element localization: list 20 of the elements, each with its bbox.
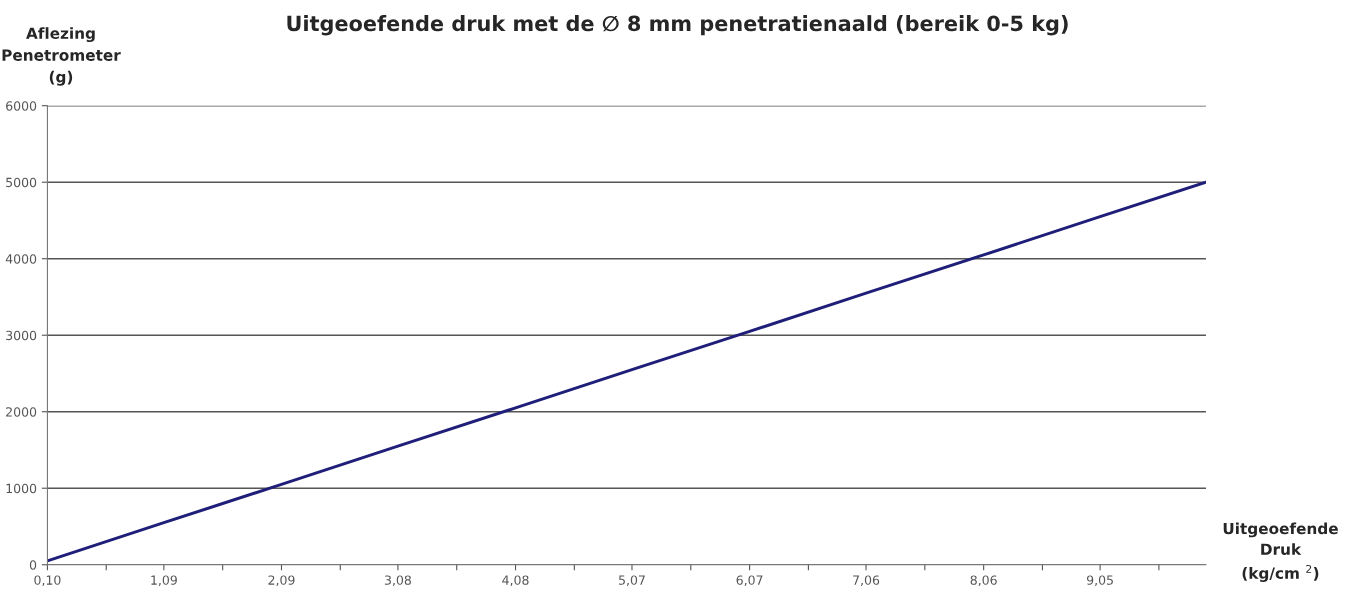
x-tick-label: 6,07 [736,575,763,587]
y-tick-label: 1000 [6,483,37,494]
y-tick-label: 0 [29,560,37,570]
y-axis-title: Aflezing Penetrometer (g) [2,27,121,86]
y-tick-label: 3000 [6,330,37,341]
x-tick-label: 3,08 [384,575,411,587]
y-tick-label: 2000 [6,407,37,417]
x-tick-label: 7,06 [853,575,880,587]
x-tick-label: 9,05 [1086,575,1113,587]
chart-title: Uitgeoefende druk met de ∅ 8 mm penetratienaald (bereik 0-5 kg) [287,15,1068,36]
x-tick-label: 1,09 [151,575,177,587]
y-tick-label: 5000 [6,177,37,188]
x-axis-title: Uitgeoefende Druk (kg/cm $^{2}$) [1223,522,1338,582]
x-tick-label: 2,09 [268,575,295,587]
x-tick-label: 8,06 [970,575,997,587]
x-tick-label: 5,07 [619,575,645,587]
y-tick-label: 4000 [5,254,37,264]
y-tick-label: 6000 [6,101,37,111]
x-tick-label: 0,10 [34,575,61,587]
x-tick-label: 4,08 [502,575,529,587]
